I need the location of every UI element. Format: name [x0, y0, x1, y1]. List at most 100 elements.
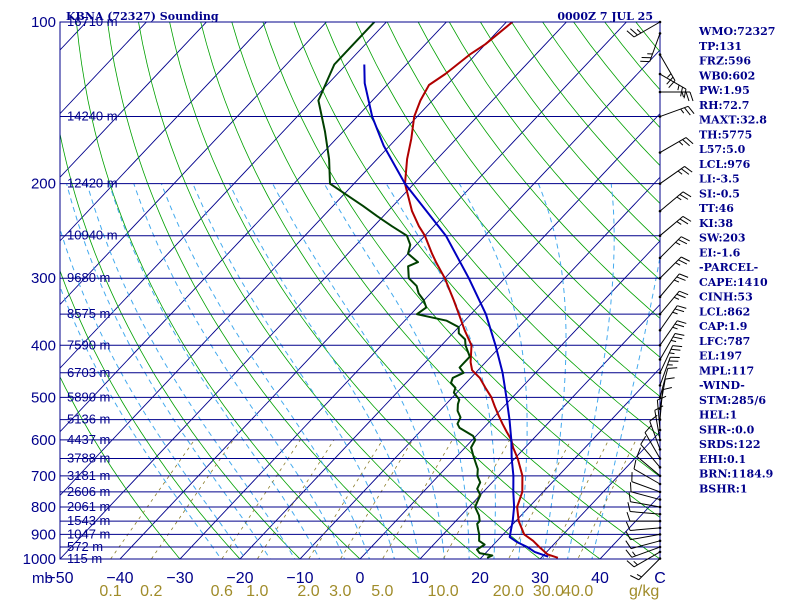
wind-barb-dot: [658, 151, 662, 154]
wind-barb-flag: [626, 560, 635, 568]
wind-barb: [629, 482, 662, 501]
wind-barb-flag: [628, 492, 631, 502]
wind-barb-staff: [630, 527, 661, 531]
height-label: 2606 m: [67, 484, 110, 499]
wind-barb-flag: [668, 80, 676, 89]
wind-barb-flag: [679, 218, 689, 225]
wind-barb-half-flag: [676, 196, 682, 201]
wind-barb-flag: [627, 502, 631, 512]
chart-profiles: [317, 22, 559, 559]
mixing-ratio-tick-label: 0.2: [140, 583, 162, 600]
wind-barb-dot: [658, 545, 662, 549]
wind-barb: [658, 256, 690, 280]
wind-barb-flag: [662, 386, 672, 391]
index-item: WMO:72327: [698, 25, 775, 38]
temperature-tick-label: C: [654, 570, 666, 587]
wind-barb-staff: [630, 540, 661, 550]
index-item: SRDS:122: [699, 438, 761, 451]
mixing-ratio-tick-label: 20.0: [493, 583, 524, 600]
height-label: 7590 m: [67, 337, 110, 352]
pressure-tick-label: 900: [31, 526, 56, 543]
index-item: EHI:0.1: [699, 453, 746, 466]
wind-barb: [626, 20, 662, 38]
wind-barb-flag: [672, 345, 683, 348]
moist-adiabat-line: [458, 183, 528, 559]
wind-barbs: [625, 20, 695, 581]
isotherm-line: [60, 22, 328, 306]
wind-barb-dot: [658, 312, 662, 316]
height-label: 10940 m: [67, 228, 118, 243]
index-item: CAP:1.9: [699, 320, 747, 333]
wind-barb-dot: [658, 550, 662, 554]
wind-barb-staff: [630, 533, 661, 541]
height-label: 4437 m: [67, 432, 110, 447]
wind-barb-flag: [684, 107, 691, 116]
wind-barb-flag: [680, 86, 684, 97]
index-item: FRZ:596: [699, 55, 751, 68]
wind-barb-staff: [630, 501, 661, 508]
isotherm-line: [60, 22, 508, 497]
mixing-ratio-line: [339, 439, 414, 559]
pressure-tick-label: 200: [31, 176, 56, 193]
temperature-axis: −50 −40 −30 −20 −10 0 10 20 30 40 C: [46, 570, 665, 587]
wind-barb: [658, 166, 693, 185]
wind-barb-dot: [658, 328, 662, 332]
moist-adiabat-line: [108, 183, 321, 559]
dry-adiabat-line: [169, 22, 541, 559]
isotherm-line: [60, 22, 388, 369]
wind-barb-flag: [625, 540, 632, 549]
wind-barb-dot: [658, 418, 662, 421]
index-item: KI:38: [699, 217, 733, 230]
wind-barb-staff: [659, 73, 687, 90]
mixing-ratio-line: [308, 439, 383, 559]
wind-barb-dot: [658, 384, 662, 387]
mixing-ratio-tick-label: 3.0: [329, 583, 351, 600]
mixing-ratio-tick-label: 5.0: [371, 583, 393, 600]
moist-adiabat-line: [66, 183, 271, 559]
wind-barb-dot: [658, 32, 662, 35]
index-item: L57:5.0: [699, 143, 746, 156]
wind-barb: [640, 32, 662, 63]
temperature-tick-label: 10: [411, 570, 429, 587]
temperature-tick-label: 20: [471, 570, 489, 587]
pressure-tick-label: 100: [31, 14, 56, 31]
index-item: TT:46: [699, 202, 734, 215]
mixing-ratio-line: [150, 439, 234, 559]
index-item: EL:197: [699, 350, 742, 363]
wind-barb-dot: [658, 115, 662, 118]
wind-barb: [626, 511, 662, 523]
wind-barb: [658, 72, 687, 99]
index-item: RH:72.7: [699, 99, 749, 112]
isotherm-line: [599, 494, 660, 559]
moist-adiabat-line: [60, 227, 247, 559]
wind-barb-flag: [672, 336, 683, 340]
wind-barb-staff: [649, 421, 661, 450]
wind-barb-half-flag: [667, 73, 672, 78]
index-item: CAPE:1410: [699, 276, 768, 289]
wind-barb-flag: [674, 332, 685, 336]
height-label: 16710 m: [67, 14, 118, 29]
wind-barb-dot: [658, 457, 662, 460]
wind-barb-flag: [678, 259, 688, 265]
dry-adiabat-line: [355, 22, 660, 398]
wind-barb-dot: [658, 428, 662, 432]
index-item: HEL:1: [699, 409, 737, 422]
wind-barb-flag: [677, 320, 687, 324]
height-label: 1543 m: [67, 513, 110, 528]
wind-barb-dot: [658, 474, 662, 478]
wind-barb-flag: [679, 290, 689, 296]
wind-barb-half-flag: [636, 574, 642, 578]
index-item: SW:203: [699, 232, 746, 245]
height-label: 5890 m: [67, 389, 110, 404]
dewpoint-profile: [317, 22, 494, 559]
dry-adiabat-line: [60, 269, 241, 559]
wind-barb-flag: [677, 305, 687, 309]
wind-barb-dot: [658, 90, 662, 94]
temperature-tick-label: 30: [531, 570, 549, 587]
wind-barb: [658, 90, 694, 102]
dry-adiabat-line: [293, 22, 660, 478]
wind-barb-flag: [689, 91, 694, 102]
wind-barb: [658, 345, 683, 375]
wind-barb: [630, 557, 662, 581]
wind-barb-half-flag: [672, 326, 678, 330]
